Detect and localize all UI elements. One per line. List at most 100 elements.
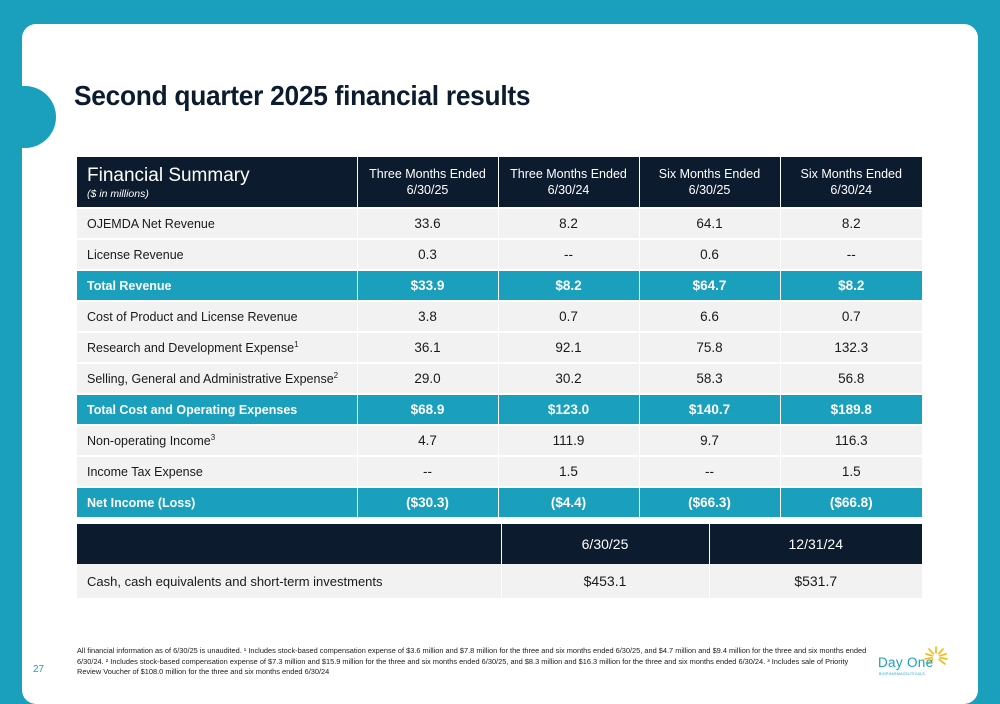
financial-table-header: Financial Summary ($ in millions) Three … — [77, 157, 922, 209]
value-cell: -- — [357, 456, 499, 488]
value-cell: 56.8 — [780, 363, 922, 395]
column-header-period: Six Months Ended — [800, 167, 902, 181]
day-one-logo: Day One BIOPHARMACEUTICALS — [878, 645, 958, 681]
column-header-date: 6/30/24 — [830, 183, 873, 197]
row-label: Total Revenue — [87, 278, 172, 293]
row-label-cell: Research and Development Expense1 — [77, 332, 358, 364]
footnote: All financial information as of 6/30/25 … — [77, 646, 867, 676]
row-label: Non-operating Income — [87, 433, 211, 448]
value-cell: 116.3 — [780, 425, 922, 457]
row-label: Net Income (Loss) — [87, 495, 196, 510]
cash-value: $531.7 — [709, 564, 922, 598]
value-cell: $68.9 — [357, 394, 499, 426]
logo-wordmark: Day One — [878, 655, 934, 670]
value-cell: $64.7 — [639, 270, 781, 302]
value-cell: 8.2 — [498, 208, 640, 240]
row-label: Research and Development Expense — [87, 340, 295, 355]
column-header-date: 6/30/24 — [547, 183, 590, 197]
value-cell: ($30.3) — [357, 487, 499, 519]
cash-row: Cash, cash equivalents and short-term in… — [77, 564, 922, 598]
row-label-cell: Total Revenue — [77, 270, 358, 302]
row-label: Selling, General and Administrative Expe… — [87, 371, 334, 386]
sun-logo-icon — [924, 646, 948, 665]
value-cell: 1.5 — [498, 456, 640, 488]
page-number: 27 — [33, 664, 45, 675]
value-cell: $123.0 — [498, 394, 640, 426]
value-cell: 0.7 — [498, 301, 640, 333]
cash-value: $453.1 — [501, 564, 710, 598]
table-row: Research and Development Expense1 36.1 92.… — [77, 332, 922, 364]
row-label-cell: Selling, General and Administrative Expe… — [77, 363, 358, 395]
row-label: License Revenue — [87, 247, 184, 262]
row-label: Income Tax Expense — [87, 464, 203, 479]
value-cell: -- — [639, 456, 781, 488]
value-cell: $8.2 — [498, 270, 640, 302]
value-cell: $189.8 — [780, 394, 922, 426]
value-cell: 3.8 — [357, 301, 499, 333]
value-cell: 36.1 — [357, 332, 499, 364]
value-cell: 132.3 — [780, 332, 922, 364]
value-cell: 30.2 — [498, 363, 640, 395]
table-row: OJEMDA Net Revenue 33.6 8.2 64.1 8.2 — [77, 208, 922, 240]
column-header: Six Months Ended 6/30/24 — [780, 157, 922, 209]
value-cell: 75.8 — [639, 332, 781, 364]
value-cell: 33.6 — [357, 208, 499, 240]
total-row: Total Revenue $33.9 $8.2 $64.7 $8.2 — [77, 270, 922, 302]
value-cell: 111.9 — [498, 425, 640, 457]
cash-header-blank — [77, 524, 502, 564]
column-header: Three Months Ended 6/30/25 — [357, 157, 499, 209]
column-header-date: 6/30/25 — [688, 183, 731, 197]
financial-summary-title: Financial Summary — [87, 165, 250, 186]
cash-row-label: Cash, cash equivalents and short-term in… — [77, 564, 502, 598]
footnote-marker: 2 — [333, 370, 339, 380]
value-cell: ($66.8) — [780, 487, 922, 519]
column-header: Three Months Ended 6/30/24 — [498, 157, 640, 209]
column-header-period: Three Months Ended — [369, 167, 486, 181]
row-label-cell: Non-operating Income3 — [77, 425, 358, 457]
total-row: Total Cost and Operating Expenses $68.9 $1… — [77, 394, 922, 426]
value-cell: $140.7 — [639, 394, 781, 426]
value-cell: ($66.3) — [639, 487, 781, 519]
value-cell: -- — [498, 239, 640, 271]
column-header-period: Six Months Ended — [658, 167, 761, 181]
table-row: Income Tax Expense -- 1.5 -- 1.5 — [77, 456, 922, 488]
value-cell: -- — [780, 239, 922, 271]
column-header-date: 6/30/25 — [406, 183, 449, 197]
cash-table: 6/30/25 12/31/24 Cash, cash equivalents … — [77, 524, 922, 598]
value-cell: $8.2 — [780, 270, 922, 302]
value-cell: 1.5 — [780, 456, 922, 488]
value-cell: 92.1 — [498, 332, 640, 364]
financial-summary-table: Financial Summary ($ in millions) Three … — [77, 157, 922, 519]
row-label-cell: Cost of Product and License Revenue — [77, 301, 358, 333]
financial-summary-units: ($ in millions) — [87, 188, 149, 200]
value-cell: 0.6 — [639, 239, 781, 271]
table-row: License Revenue 0.3 -- 0.6 -- — [77, 239, 922, 271]
value-cell: 6.6 — [639, 301, 781, 333]
value-cell: 58.3 — [639, 363, 781, 395]
value-cell: 9.7 — [639, 425, 781, 457]
row-label-cell: Net Income (Loss) — [77, 487, 358, 519]
row-label: Total Cost and Operating Expenses — [87, 402, 298, 417]
row-label: Cost of Product and License Revenue — [87, 309, 298, 324]
row-label: OJEMDA Net Revenue — [87, 216, 215, 231]
cash-column-header: 6/30/25 — [501, 524, 710, 564]
row-label-cell: Total Cost and Operating Expenses — [77, 394, 358, 426]
table-row: Non-operating Income3 4.7 111.9 9.7 116.3 — [77, 425, 922, 457]
value-cell: 64.1 — [639, 208, 781, 240]
footnote-marker: 1 — [294, 339, 299, 349]
cash-table-header: 6/30/25 12/31/24 — [77, 524, 922, 564]
total-row: Net Income (Loss) ($30.3) ($4.4) ($66.3) ($6… — [77, 487, 922, 519]
cash-column-header: 12/31/24 — [709, 524, 922, 564]
value-cell: 4.7 — [357, 425, 499, 457]
table-row: Selling, General and Administrative Expe… — [77, 363, 922, 395]
row-label-cell: Income Tax Expense — [77, 456, 358, 488]
column-header: Six Months Ended 6/30/25 — [639, 157, 781, 209]
row-label-cell: OJEMDA Net Revenue — [77, 208, 358, 240]
slide-accent-tab — [22, 86, 56, 148]
value-cell: 0.7 — [780, 301, 922, 333]
column-header-period: Three Months Ended — [510, 167, 627, 181]
footnote-marker: 3 — [210, 432, 216, 442]
value-cell: 29.0 — [357, 363, 499, 395]
value-cell: ($4.4) — [498, 487, 640, 519]
value-cell: 0.3 — [357, 239, 499, 271]
